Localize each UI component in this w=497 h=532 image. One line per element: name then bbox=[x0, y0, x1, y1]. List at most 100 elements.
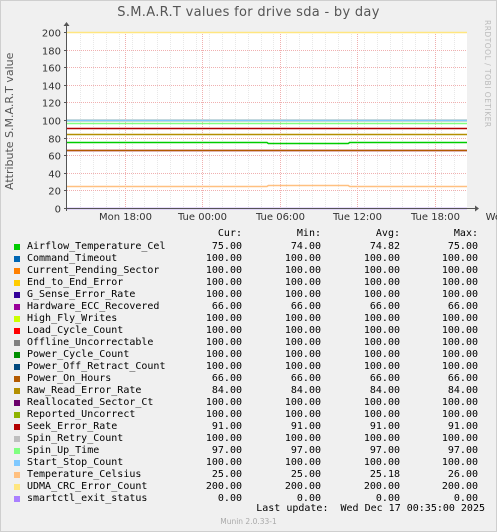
legend-cur: 100.00 bbox=[205, 277, 242, 288]
legend-name: High_Fly_Writes bbox=[27, 313, 118, 324]
legend-swatch bbox=[14, 316, 20, 322]
legend-cur: 97.00 bbox=[211, 445, 242, 456]
legend-cur: 100.00 bbox=[205, 349, 242, 360]
munin-version: Munin 2.0.33-1 bbox=[220, 517, 277, 526]
legend-avg: 100.00 bbox=[363, 409, 400, 420]
legend-avg: 100.00 bbox=[363, 361, 400, 372]
series-line-Airflow_Temperature_Cel bbox=[67, 141, 467, 145]
legend-name: Spin_Up_Time bbox=[27, 445, 100, 456]
legend-avg: 74.82 bbox=[369, 241, 400, 252]
legend-row: Command_Timeout 100.00 100.00 100.00 100.00 bbox=[14, 253, 484, 265]
tick-labels: 0 20 40 60 80 100 120 140 160 180 200 Mon 18:00 Tue … bbox=[42, 29, 497, 224]
legend-min: 100.00 bbox=[284, 397, 321, 408]
legend-header-min: Min: bbox=[296, 228, 321, 239]
legend-min: 100.00 bbox=[284, 313, 321, 324]
legend-cur: 25.00 bbox=[211, 469, 242, 480]
legend-row: UDMA_CRC_Error_Count 200.00 200.00 200.00 20… bbox=[14, 481, 484, 493]
legend-max: 26.00 bbox=[447, 469, 478, 480]
legend-name: Offline_Uncorrectable bbox=[27, 337, 154, 348]
legend-cur: 100.00 bbox=[205, 337, 242, 348]
legend-swatch bbox=[14, 340, 20, 346]
legend-min: 84.00 bbox=[290, 385, 321, 396]
legend-name: Power_Cycle_Count bbox=[27, 349, 130, 360]
legend-cur: 0.00 bbox=[217, 493, 242, 504]
legend-min: 25.00 bbox=[290, 469, 321, 480]
legend-max: 100.00 bbox=[441, 289, 478, 300]
y-tick-label: 180 bbox=[42, 47, 61, 58]
legend-row: Start_Stop_Count 100.00 100.00 100.00 100.00 bbox=[14, 457, 484, 469]
legend-cur: 100.00 bbox=[205, 457, 242, 468]
legend-max: 100.00 bbox=[441, 397, 478, 408]
y-tick-label: 140 bbox=[42, 82, 61, 93]
legend-name: Raw_Read_Error_Rate bbox=[27, 385, 142, 396]
legend-cur: 91.00 bbox=[211, 421, 242, 432]
last-update: Last update: Wed Dec 17 00:35:00 2025 bbox=[256, 503, 485, 514]
legend-avg: 200.00 bbox=[363, 481, 400, 492]
legend-max: 100.00 bbox=[441, 409, 478, 420]
legend-max: 66.00 bbox=[447, 301, 478, 312]
legend-avg: 100.00 bbox=[363, 253, 400, 264]
legend-name: Current_Pending_Sector bbox=[27, 265, 160, 276]
y-tick-label: 200 bbox=[42, 29, 61, 40]
legend-swatch bbox=[14, 448, 20, 454]
legend-row: Power_On_Hours 66.00 66.00 66.00 66.00 bbox=[14, 373, 484, 385]
legend-cur: 100.00 bbox=[205, 361, 242, 372]
legend-avg: 100.00 bbox=[363, 277, 400, 288]
legend-min: 66.00 bbox=[290, 301, 321, 312]
legend-row: Raw_Read_Error_Rate 84.00 84.00 84.00 84.00 bbox=[14, 385, 484, 397]
legend-min: 100.00 bbox=[284, 265, 321, 276]
legend-name: smartctl_exit_status bbox=[27, 493, 148, 504]
legend-swatch bbox=[14, 364, 20, 370]
legend-swatch bbox=[14, 388, 20, 394]
legend-max: 66.00 bbox=[447, 373, 478, 384]
legend-row: Spin_Retry_Count 100.00 100.00 100.00 100.00 bbox=[14, 433, 484, 445]
legend-max: 200.00 bbox=[441, 481, 478, 492]
legend-row: High_Fly_Writes 100.00 100.00 100.00 100.00 bbox=[14, 313, 484, 325]
legend-min: 100.00 bbox=[284, 337, 321, 348]
y-tick-label: 60 bbox=[48, 152, 61, 163]
legend-max: 100.00 bbox=[441, 361, 478, 372]
series-line-Temperature_Celsius bbox=[67, 184, 467, 188]
legend-avg: 100.00 bbox=[363, 289, 400, 300]
legend-header-max: Max: bbox=[453, 228, 478, 239]
legend-name: Load_Cycle_Count bbox=[27, 325, 124, 336]
legend-row: Reported_Uncorrect 100.00 100.00 100.00 100.… bbox=[14, 409, 484, 421]
legend-cur: 100.00 bbox=[205, 253, 242, 264]
y-tick-label: 120 bbox=[42, 99, 61, 110]
legend-swatch bbox=[14, 376, 20, 382]
legend-swatch bbox=[14, 412, 20, 418]
legend-row: Reallocated_Sector_Ct 100.00 100.00 100.00 1… bbox=[14, 397, 484, 409]
legend-min: 100.00 bbox=[284, 457, 321, 468]
legend-min: 66.00 bbox=[290, 373, 321, 384]
x-axis-arrow bbox=[475, 205, 479, 212]
legend-name: Temperature_Celsius bbox=[27, 469, 142, 480]
y-tick-label: 100 bbox=[42, 117, 61, 128]
y-tick-label: 160 bbox=[42, 64, 61, 75]
y-tick-label: 0 bbox=[55, 205, 61, 216]
legend-header-cur: Cur: bbox=[217, 228, 242, 239]
x-tick-label: Tue 12:00 bbox=[332, 212, 382, 223]
legend-max: 84.00 bbox=[447, 385, 478, 396]
y-axis-arrow bbox=[63, 22, 70, 26]
legend-avg: 25.18 bbox=[369, 469, 400, 480]
legend-swatch bbox=[14, 472, 20, 478]
legend-cur: 100.00 bbox=[205, 289, 242, 300]
legend-min: 100.00 bbox=[284, 409, 321, 420]
legend-avg: 97.00 bbox=[369, 445, 400, 456]
legend-cur: 84.00 bbox=[211, 385, 242, 396]
legend-swatch bbox=[14, 280, 20, 286]
x-tick-label: Mon 18:00 bbox=[99, 212, 152, 223]
legend-min: 100.00 bbox=[284, 253, 321, 264]
legend-max: 75.00 bbox=[447, 241, 478, 252]
legend-min: 74.00 bbox=[290, 241, 321, 252]
legend-name: End_to_End_Error bbox=[27, 277, 124, 288]
x-tick-label: Tue 00:00 bbox=[177, 212, 227, 223]
legend-swatch bbox=[14, 304, 20, 310]
legend-name: Power_Off_Retract_Count bbox=[27, 361, 166, 372]
legend-max: 100.00 bbox=[441, 457, 478, 468]
legend-min: 0.00 bbox=[296, 493, 321, 504]
legend-row: Load_Cycle_Count 100.00 100.00 100.00 100.00 bbox=[14, 325, 484, 337]
legend-avg: 100.00 bbox=[363, 313, 400, 324]
x-tick-label: Tue 18:00 bbox=[410, 212, 460, 223]
legend-rows: Airflow_Temperature_Cel 75.00 74.00 74.82 75… bbox=[14, 241, 484, 505]
